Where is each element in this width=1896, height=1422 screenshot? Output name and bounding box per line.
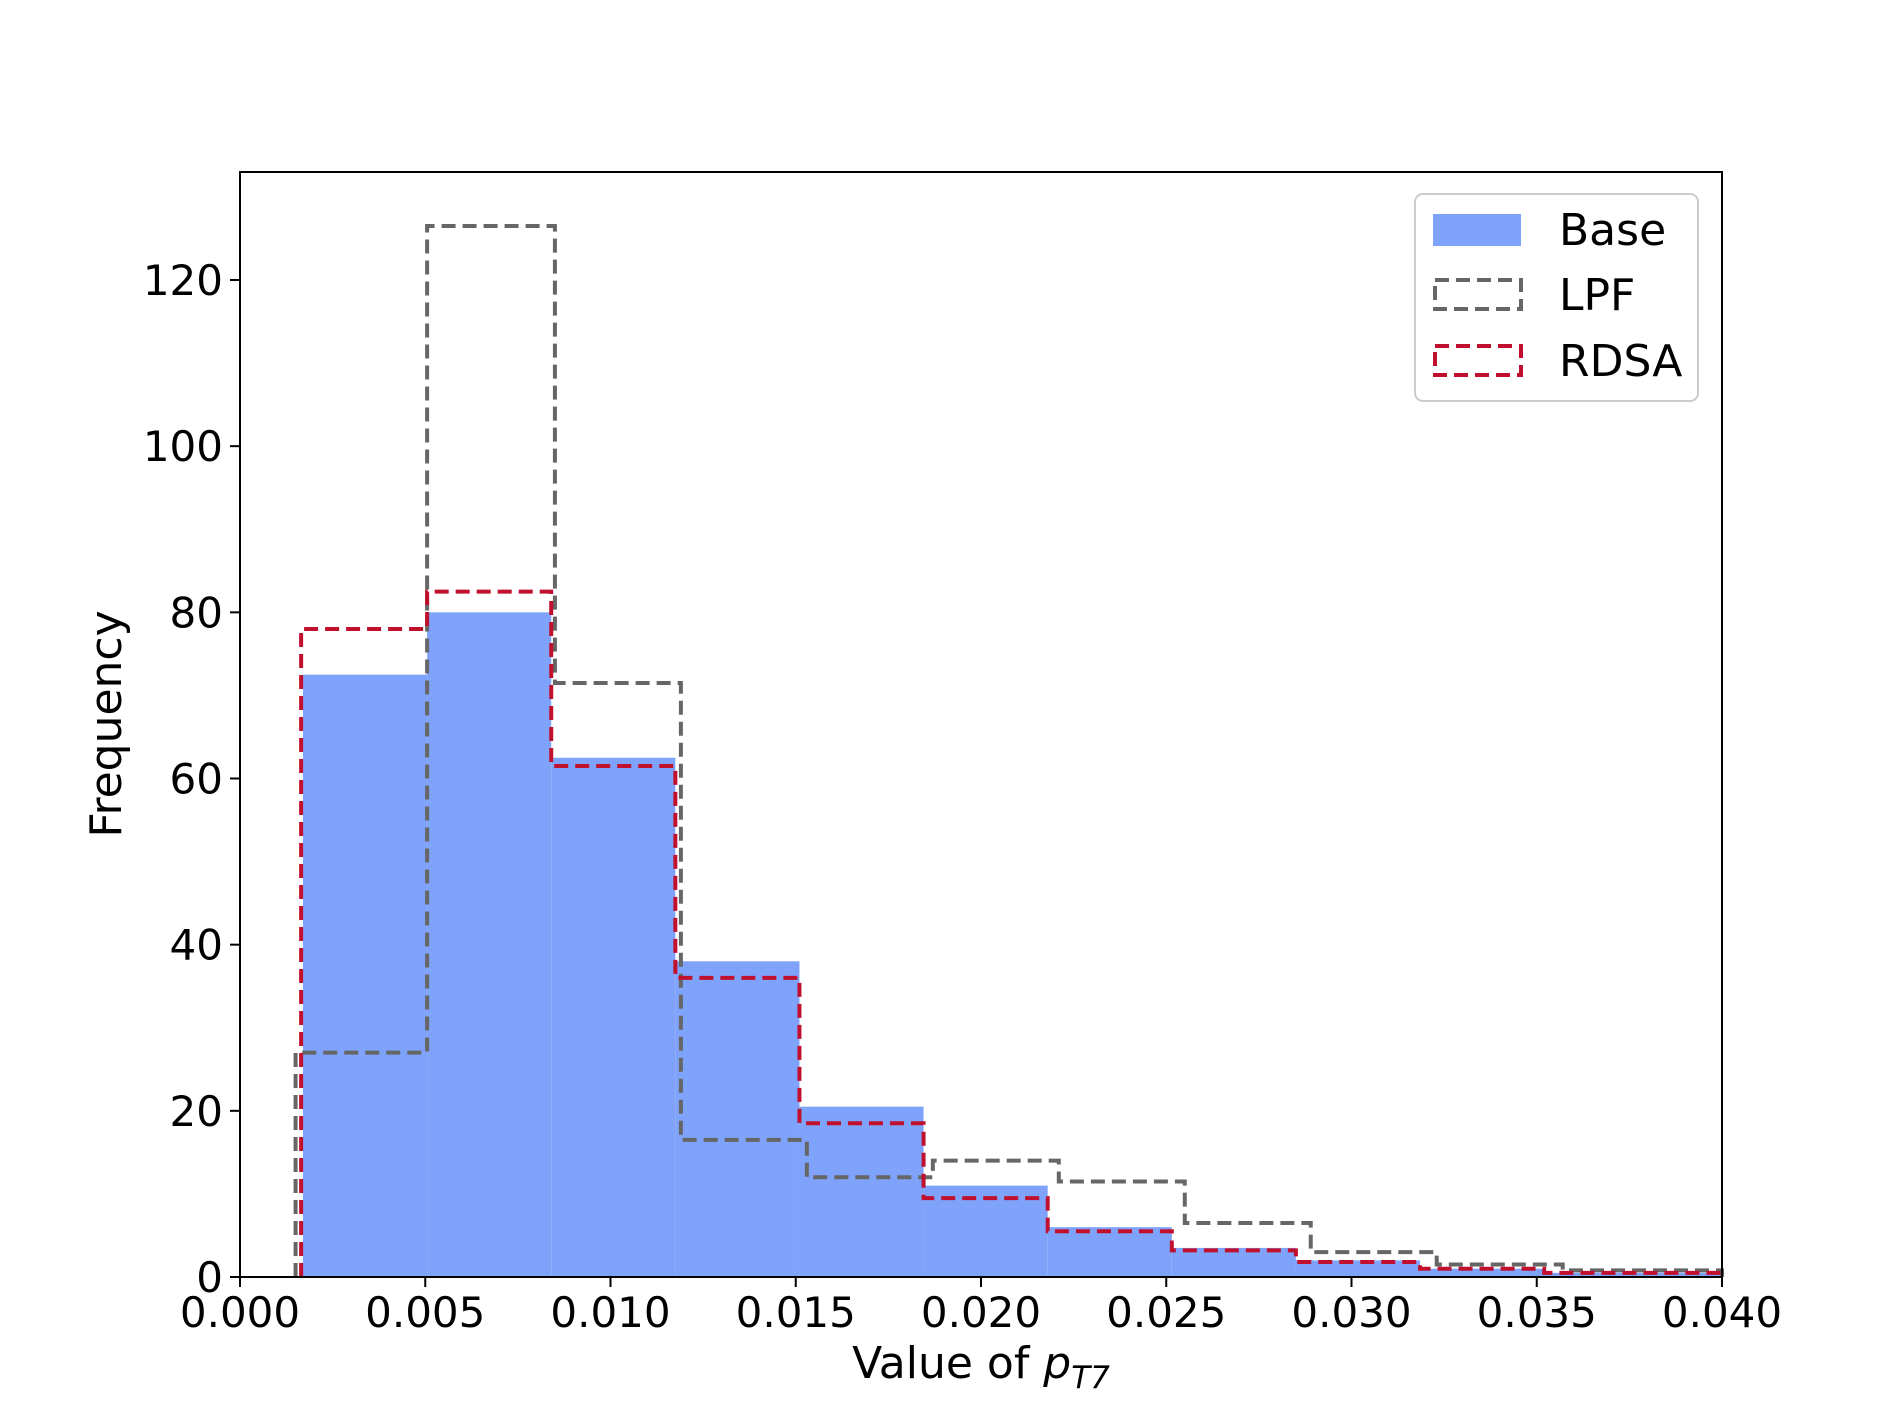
legend-swatch-lpf xyxy=(1433,278,1523,311)
x-axis-label-subscript: T7 xyxy=(1071,1360,1110,1396)
base-bar xyxy=(1420,1268,1545,1277)
x-tick-label: 0.030 xyxy=(1291,1288,1411,1337)
legend-label-rdsa: RDSA xyxy=(1559,336,1682,387)
y-tick-label: 0 xyxy=(196,1253,223,1302)
x-axis-label: Value of pT7 xyxy=(852,1338,1110,1396)
legend: Base LPF RDSA xyxy=(1414,193,1699,402)
x-axis-label-prefix: Value of xyxy=(852,1338,1043,1389)
x-tick-label: 0.035 xyxy=(1477,1288,1597,1337)
base-bar xyxy=(1047,1227,1172,1277)
lpf-step-line xyxy=(293,224,1724,1277)
x-axis-label-symbol: p xyxy=(1042,1338,1071,1389)
y-tick-label: 20 xyxy=(170,1087,223,1136)
legend-label-base: Base xyxy=(1559,205,1666,256)
y-tick-label: 60 xyxy=(170,755,223,804)
legend-swatch-base xyxy=(1433,214,1521,246)
base-bar xyxy=(551,757,676,1277)
y-axis-label: Frequency xyxy=(81,610,132,837)
y-tick-label: 80 xyxy=(170,588,223,637)
base-bars xyxy=(302,612,1722,1277)
plot-area: 0.000 0.005 0.010 0.015 0.020 0.025 0.030 0.035… xyxy=(143,171,1782,1337)
base-bar xyxy=(675,961,800,1277)
y-axis-ticks: 0 20 40 60 80 100 120 xyxy=(143,256,240,1302)
x-tick-label: 0.025 xyxy=(1106,1288,1226,1337)
base-bar xyxy=(427,612,552,1277)
x-tick-label: 0.040 xyxy=(1662,1288,1782,1337)
x-tick-label: 0.010 xyxy=(550,1288,670,1337)
x-tick-label: 0.015 xyxy=(736,1288,856,1337)
y-tick-label: 120 xyxy=(143,256,223,305)
y-tick-label: 100 xyxy=(143,422,223,471)
x-tick-label: 0.005 xyxy=(365,1288,485,1337)
base-bar xyxy=(302,674,428,1277)
x-tick-label: 0.000 xyxy=(180,1288,300,1337)
base-bar xyxy=(1171,1247,1296,1277)
x-tick-label: 0.020 xyxy=(921,1288,1041,1337)
base-bar xyxy=(923,1185,1048,1277)
legend-label-lpf: LPF xyxy=(1559,270,1635,321)
base-bar xyxy=(799,1106,924,1277)
y-tick-label: 40 xyxy=(170,921,223,970)
legend-swatch-rdsa xyxy=(1433,344,1523,377)
base-bar xyxy=(1295,1260,1421,1277)
rdsa-step-line xyxy=(299,589,1724,1277)
x-axis-ticks: 0.000 0.005 0.010 0.015 0.020 0.025 0.030 0.035… xyxy=(180,1277,1782,1337)
base-bar xyxy=(1544,1272,1722,1277)
step-lines xyxy=(293,224,1724,1277)
